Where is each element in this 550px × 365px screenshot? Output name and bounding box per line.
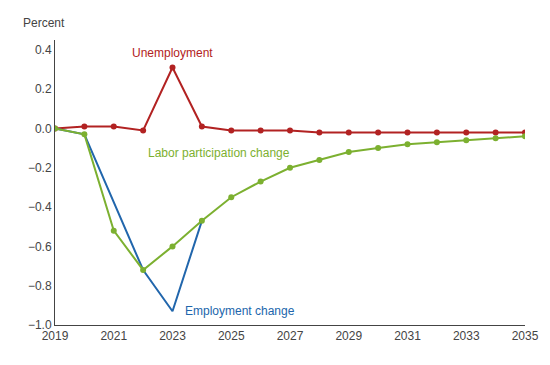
svg-text:−0.4: −0.4 — [28, 200, 52, 214]
svg-text:2035: 2035 — [512, 329, 539, 343]
svg-text:2019: 2019 — [42, 329, 69, 343]
svg-text:2031: 2031 — [394, 329, 421, 343]
svg-text:Percent: Percent — [23, 16, 65, 30]
svg-text:−0.8: −0.8 — [28, 279, 52, 293]
svg-text:2023: 2023 — [159, 329, 186, 343]
svg-text:2029: 2029 — [335, 329, 362, 343]
svg-text:Employment change: Employment change — [185, 304, 295, 318]
svg-text:Labor participation change: Labor participation change — [148, 146, 290, 160]
svg-text:2033: 2033 — [453, 329, 480, 343]
svg-text:Unemployment: Unemployment — [132, 46, 213, 60]
svg-text:−0.2: −0.2 — [28, 161, 52, 175]
svg-text:−1.0: −1.0 — [28, 318, 52, 332]
svg-text:−0.6: −0.6 — [28, 240, 52, 254]
svg-text:0.2: 0.2 — [35, 82, 52, 96]
svg-text:0.0: 0.0 — [35, 122, 52, 136]
svg-text:2025: 2025 — [218, 329, 245, 343]
svg-text:0.4: 0.4 — [35, 43, 52, 57]
svg-text:2027: 2027 — [277, 329, 304, 343]
svg-text:2021: 2021 — [100, 329, 127, 343]
